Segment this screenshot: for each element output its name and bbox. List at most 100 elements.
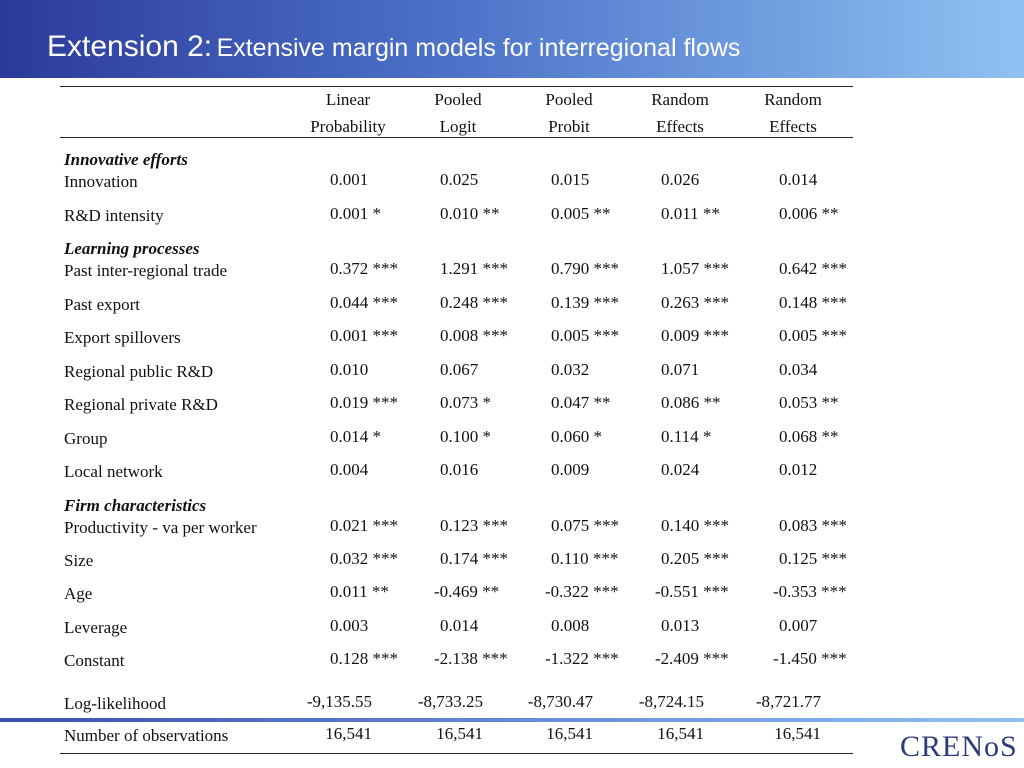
row-label: Past inter-regional trade (64, 261, 227, 280)
cell: -0.551 *** (655, 582, 729, 601)
column-header: Probit (548, 117, 590, 136)
row-label: Productivity - va per worker (64, 518, 257, 537)
cell: 0.086 ** (661, 393, 721, 412)
column-header: Effects (769, 117, 817, 136)
cell: 0.110 *** (551, 549, 619, 568)
cell: 0.012 (779, 460, 818, 479)
cell: 0.053 ** (779, 393, 839, 412)
cell: 0.047 ** (551, 393, 611, 412)
section-title: Innovative efforts (64, 150, 188, 169)
column-header: Pooled (545, 90, 593, 109)
cell: 0.005 *** (779, 326, 847, 345)
cell: 0.068 ** (779, 427, 839, 446)
cell: -1.450 *** (773, 649, 847, 668)
cell: 0.034 (779, 360, 818, 379)
column-header: Effects (656, 117, 704, 136)
cell: -0.353 *** (773, 582, 847, 601)
row-label: Local network (64, 462, 163, 481)
cell: 0.010 (330, 360, 369, 379)
row-label: Age (64, 584, 93, 603)
cell: 0.205 *** (661, 549, 729, 568)
cell: 0.014 * (330, 427, 381, 446)
cell: -0.469 ** (434, 582, 500, 601)
cell: 0.790 *** (551, 259, 619, 278)
cell: 0.019 *** (330, 393, 398, 412)
cell: 0.021 *** (330, 516, 398, 535)
row-label: Past export (64, 295, 141, 314)
column-header: Random (764, 90, 822, 109)
cell: 0.372 *** (330, 259, 398, 278)
column-header: Linear (325, 90, 371, 109)
row-label: Group (64, 429, 108, 448)
cell: 0.026 (661, 170, 700, 189)
cell: -8,733.25 (417, 692, 483, 711)
cell: 0.032 *** (330, 549, 398, 568)
cell: 0.009 *** (661, 326, 729, 345)
cell: 0.007 (779, 616, 818, 635)
cell: 0.263 *** (661, 293, 729, 312)
cell: 0.014 (440, 616, 479, 635)
column-header: Random (651, 90, 709, 109)
cell: 0.044 *** (330, 293, 398, 312)
row-label: Size (64, 551, 94, 570)
cell: -0.322 *** (545, 582, 619, 601)
cell: 0.011 ** (661, 204, 720, 223)
cell: -9,135.55 (306, 692, 372, 711)
cell: 16,541 (325, 724, 372, 743)
cell: 0.114 * (661, 427, 712, 446)
table-rule (60, 137, 853, 138)
cell: 0.001 *** (330, 326, 398, 345)
cell: 0.140 *** (661, 516, 729, 535)
logo: CRENoS (900, 730, 1018, 763)
cell: 0.008 (551, 616, 590, 635)
cell: 0.125 *** (779, 549, 847, 568)
cell: 0.071 (661, 360, 700, 379)
section-title: Firm characteristics (64, 496, 207, 515)
decor-stripe (0, 718, 1024, 722)
cell: 0.008 *** (440, 326, 508, 345)
cell: 0.642 *** (779, 259, 847, 278)
row-label: Innovation (64, 172, 138, 191)
cell: 0.025 (440, 170, 479, 189)
cell: 0.123 *** (440, 516, 508, 535)
cell: 0.010 ** (440, 204, 500, 223)
cell: -2.409 *** (655, 649, 729, 668)
cell: 0.013 (661, 616, 700, 635)
row-label: R&D intensity (64, 206, 164, 225)
cell: 0.011 ** (330, 582, 389, 601)
cell: 0.014 (779, 170, 818, 189)
cell: 0.006 ** (779, 204, 839, 223)
cell: 0.009 (551, 460, 590, 479)
row-label: Log-likelihood (64, 694, 166, 713)
cell: 0.073 * (440, 393, 491, 412)
cell: -2.138 *** (434, 649, 508, 668)
title-bar: Extension 2: Extensive margin models for… (0, 0, 1024, 78)
cell: 0.004 (330, 460, 369, 479)
cell: 16,541 (657, 724, 704, 743)
cell: 0.075 *** (551, 516, 619, 535)
cell: 0.001 (330, 170, 369, 189)
cell: 16,541 (774, 724, 821, 743)
cell: 0.067 (440, 360, 479, 379)
row-label: Regional private R&D (64, 395, 218, 414)
cell: 0.248 *** (440, 293, 508, 312)
row-label: Leverage (64, 618, 128, 637)
slide-title: Extension 2: Extensive margin models for… (47, 30, 740, 64)
cell: 1.291 *** (440, 259, 508, 278)
cell: -8,724.15 (638, 692, 704, 711)
row-label: Constant (64, 651, 125, 670)
row-label: Regional public R&D (64, 362, 214, 381)
column-header: Logit (439, 117, 477, 136)
column-header: Pooled (434, 90, 482, 109)
cell: 0.001 * (330, 204, 381, 223)
table-rule (60, 753, 853, 754)
cell: -1.322 *** (545, 649, 619, 668)
cell: 1.057 *** (661, 259, 729, 278)
cell: 0.100 * (440, 427, 491, 446)
cell: 0.005 ** (551, 204, 611, 223)
cell: 0.015 (551, 170, 590, 189)
cell: -8,730.47 (527, 692, 593, 711)
cell: 0.060 * (551, 427, 602, 446)
cell: 0.083 *** (779, 516, 847, 535)
